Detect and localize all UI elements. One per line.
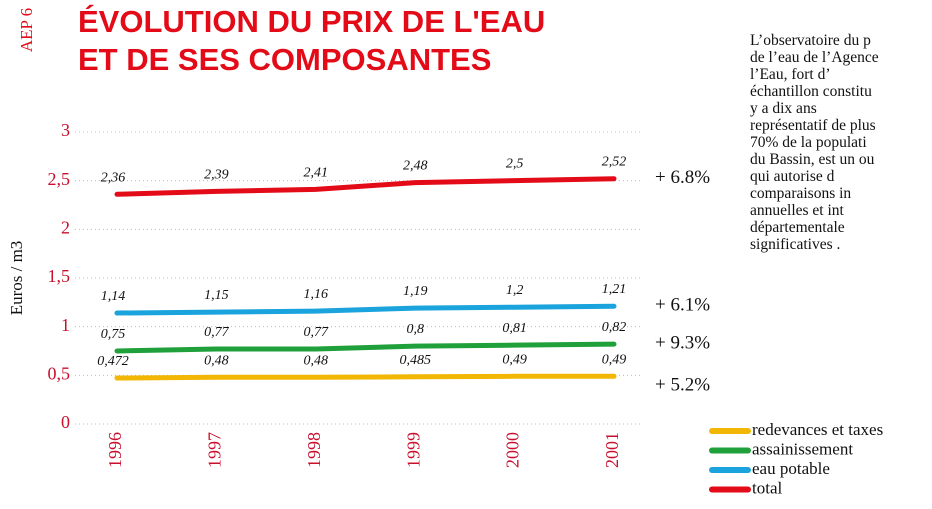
change-label: + 9.3% [655, 333, 710, 354]
paragraph-line: L’observatoire du p [750, 32, 871, 49]
paragraph-line: y a dix ans [750, 100, 817, 117]
data-label: 0,77 [304, 325, 330, 340]
data-label: 2,41 [304, 165, 329, 180]
x-tick-label: 1997 [205, 432, 225, 468]
y-tick-label: 0,5 [48, 363, 71, 383]
y-tick-label: 0 [61, 412, 70, 432]
paragraph-line: l’Eau, fort d’ [750, 66, 830, 83]
data-label: 2,39 [204, 167, 229, 182]
legend-label: total [752, 478, 782, 497]
legend-label: redevances et taxes [752, 420, 883, 439]
y-axis-label: Euros / m3 [7, 241, 26, 316]
y-tick-label: 3 [61, 120, 70, 140]
paragraph-line: annuelles et int [750, 202, 845, 219]
series-line [114, 373, 617, 381]
legend-label: assainissement [752, 439, 853, 458]
series-line [114, 303, 617, 316]
data-label: 0,49 [602, 352, 627, 367]
y-tick-label: 2,5 [48, 169, 71, 189]
data-label: 0,49 [502, 352, 527, 367]
data-label: 1,16 [304, 287, 329, 302]
title-line: ET DE SES COMPOSANTES [78, 42, 491, 77]
series-line [114, 176, 617, 197]
paragraph-line: du Bassin, est un ou [750, 151, 875, 168]
data-label: 1,19 [403, 284, 428, 299]
section-label: AEP 6 [17, 8, 36, 52]
y-tick-label: 1,5 [48, 266, 71, 286]
paragraph-line: de l’eau de l’Agence [750, 49, 879, 66]
y-tick-label: 1 [61, 315, 70, 335]
y-tick-label: 2 [61, 217, 70, 237]
x-tick-label: 1996 [105, 432, 125, 468]
data-label: 1,21 [602, 282, 627, 297]
data-label: 0,8 [406, 322, 424, 337]
change-label: + 6.8% [655, 167, 710, 188]
paragraph-line: comparaisons in [750, 185, 851, 202]
data-label: 0,77 [204, 325, 230, 340]
change-label: + 5.2% [655, 375, 710, 396]
data-label: 0,485 [399, 353, 431, 368]
data-label: 0,48 [204, 353, 229, 368]
paragraph-line: qui autorise d [750, 168, 835, 185]
data-label: 0,81 [502, 321, 527, 336]
x-tick-label: 1998 [304, 432, 324, 468]
x-tick-label: 2001 [602, 432, 622, 468]
data-label: 2,52 [602, 155, 627, 170]
data-label: 0,75 [101, 327, 126, 342]
data-label: 1,15 [204, 288, 229, 303]
title-line: ÉVOLUTION DU PRIX DE L'EAU [78, 4, 545, 39]
data-label: 1,2 [506, 283, 524, 298]
change-label: + 6.1% [655, 295, 710, 316]
data-label: 0,48 [304, 353, 329, 368]
data-label: 2,48 [403, 159, 428, 174]
legend-label: eau potable [752, 459, 830, 478]
data-label: 0,472 [97, 354, 129, 369]
data-label: 0,82 [602, 320, 627, 335]
x-tick-label: 1999 [403, 432, 423, 468]
paragraph-line: 70% de la populati [750, 134, 867, 151]
paragraph-line: représentatif de plus [750, 117, 876, 134]
data-label: 2,36 [101, 170, 126, 185]
paragraph-line: significatives . [750, 236, 840, 253]
paragraph-line: échantillon constitu [750, 83, 872, 100]
x-tick-label: 2000 [503, 432, 523, 468]
data-label: 1,14 [101, 289, 126, 304]
data-label: 2,5 [506, 157, 524, 172]
paragraph-line: départementale [750, 219, 845, 236]
series-line [114, 341, 617, 354]
